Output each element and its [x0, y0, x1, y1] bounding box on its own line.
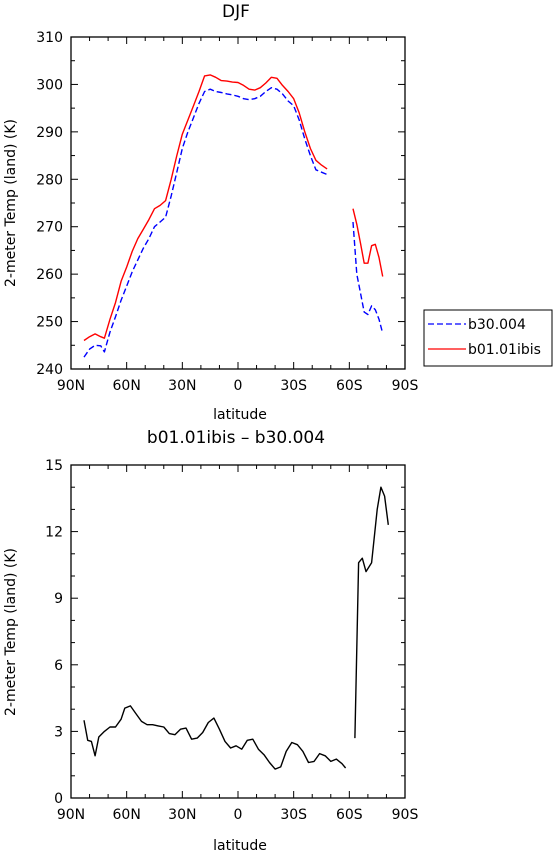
bottom-axes: 90N 60N 30N 0 30S 60S 90S 0 3 6 9 12 15 — [45, 458, 418, 823]
bottom-panel: b01.01ibis – b30.004 90N 60N 30N 0 30S 60S 90S… — [3, 428, 418, 852]
top-x-tick-label: 90N — [57, 378, 85, 394]
bottom-x-tick-label: 30N — [168, 807, 196, 823]
top-x-tick-label: 90S — [392, 378, 419, 394]
bottom-x-tick-label: 0 — [234, 807, 243, 823]
bottom-x-tick-label: 60N — [113, 807, 141, 823]
top-x-tick-label: 30N — [168, 378, 196, 394]
top-y-tick-label: 300 — [36, 77, 63, 93]
top-y-tick-label: 280 — [36, 172, 63, 188]
bottom-chart-title: b01.01ibis – b30.004 — [147, 428, 325, 448]
bottom-series-line-difference — [83, 486, 389, 770]
top-series-layer — [83, 74, 384, 358]
bottom-y-tick-label: 0 — [54, 791, 63, 807]
bottom-y-tick-label: 9 — [54, 591, 63, 607]
legend: b30.004 b01.01ibis — [423, 309, 553, 367]
bottom-y-tick-label: 15 — [45, 458, 63, 474]
top-y-tick-label: 290 — [36, 125, 63, 141]
top-x-tick-label: 0 — [234, 378, 243, 394]
top-panel: DJF 90N 60N 30N 0 30S 60S 90S 240 250 260 270 280 29… — [3, 2, 553, 423]
top-x-tick-label: 30S — [280, 378, 307, 394]
top-series-line-b01-01ibis — [83, 74, 384, 342]
bottom-y-axis-label: 2-meter Temp (land) (K) — [3, 548, 19, 716]
top-y-tick-label: 260 — [36, 267, 63, 283]
top-axes: 90N 60N 30N 0 30S 60S 90S 240 250 260 270 280 290 300… — [36, 30, 418, 394]
legend-label-ibis: b01.01ibis — [468, 342, 541, 358]
top-y-axis-label: 2-meter Temp (land) (K) — [3, 119, 19, 287]
bottom-series-layer — [83, 486, 389, 770]
bottom-x-tick-label: 30S — [280, 807, 307, 823]
top-y-tick-label: 240 — [36, 362, 63, 378]
bottom-y-tick-label: 6 — [54, 658, 63, 674]
top-chart-title: DJF — [222, 2, 250, 22]
top-y-tick-label: 310 — [36, 30, 63, 46]
bottom-y-tick-label: 3 — [54, 724, 63, 740]
bottom-x-axis-label: latitude — [213, 838, 267, 852]
top-y-tick-label: 250 — [36, 315, 63, 331]
bottom-y-tick-label: 12 — [45, 525, 63, 541]
bottom-x-tick-label: 90N — [57, 807, 85, 823]
bottom-plot-frame — [70, 464, 406, 799]
legend-box — [423, 309, 553, 367]
top-plot-frame — [70, 36, 406, 370]
bottom-x-tick-label: 90S — [392, 807, 419, 823]
bottom-x-tick-label: 60S — [336, 807, 363, 823]
top-series-line-b30-004 — [83, 87, 384, 358]
top-x-tick-label: 60N — [113, 378, 141, 394]
top-y-tick-label: 270 — [36, 220, 63, 236]
legend-label-b30: b30.004 — [468, 317, 526, 333]
top-x-axis-label: latitude — [213, 407, 267, 423]
top-x-tick-label: 60S — [336, 378, 363, 394]
